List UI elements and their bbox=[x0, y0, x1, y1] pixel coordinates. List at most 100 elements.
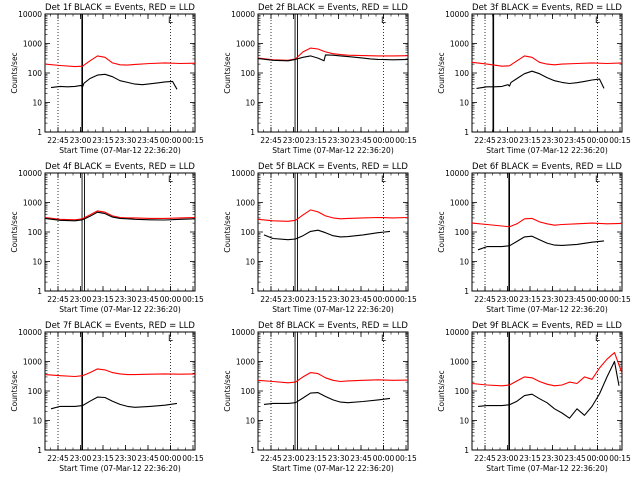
x-tick-label: 22:45 bbox=[474, 454, 496, 463]
series-lld-line bbox=[471, 55, 623, 67]
x-axis-label: Start Time (07-Mar-12 22:36:20) bbox=[486, 464, 608, 473]
x-tick-label: 00:15 bbox=[609, 295, 631, 304]
x-tick-label: 00:00 bbox=[160, 295, 182, 304]
corner-marker: L bbox=[168, 16, 173, 26]
y-tick-label: 1 bbox=[37, 128, 42, 137]
x-tick-label: 00:15 bbox=[609, 136, 631, 145]
panel-title: Det 7f BLACK = Events, RED = LLD bbox=[45, 321, 195, 331]
corner-marker: L bbox=[381, 16, 386, 26]
y-tick-label: 1 bbox=[464, 128, 469, 137]
x-axis-label: Start Time (07-Mar-12 22:36:20) bbox=[272, 146, 394, 155]
plot-frame bbox=[471, 172, 623, 292]
panel-title: Det 2f BLACK = Events, RED = LLD bbox=[258, 3, 408, 13]
y-tick-label: 10 bbox=[245, 99, 255, 108]
x-tick-label: 23:15 bbox=[519, 454, 541, 463]
series-events-line bbox=[50, 396, 178, 410]
x-tick-label: 00:00 bbox=[373, 295, 395, 304]
y-tick-label: 10 bbox=[245, 417, 255, 426]
x-tick-label: 00:15 bbox=[182, 454, 204, 463]
series-lld-line bbox=[471, 217, 623, 228]
y-tick-label: 100 bbox=[28, 387, 43, 396]
y-tick-label: 10000 bbox=[445, 328, 469, 337]
corner-marker: L bbox=[595, 175, 600, 185]
panel-9: Det 9f BLACK = Events, RED = LLD 1 10 100 10… bbox=[437, 321, 631, 473]
y-tick-label: 100 bbox=[455, 228, 470, 237]
panel-4: Det 4f BLACK = Events, RED = LLD 1 10 100 10… bbox=[10, 162, 204, 314]
y-tick-label: 10 bbox=[459, 417, 469, 426]
y-tick-label: 1000 bbox=[23, 199, 42, 208]
y-tick-label: 10000 bbox=[445, 169, 469, 178]
y-tick-label: 10000 bbox=[231, 10, 255, 19]
x-tick-label: 23:30 bbox=[542, 454, 564, 463]
y-axis-label: Counts/sec bbox=[223, 211, 232, 252]
x-tick-label: 00:00 bbox=[160, 454, 182, 463]
x-tick-label: 23:15 bbox=[305, 136, 327, 145]
y-tick-label: 10 bbox=[245, 258, 255, 267]
panel-title: Det 3f BLACK = Events, RED = LLD bbox=[472, 3, 622, 13]
y-axis-label: Counts/sec bbox=[10, 52, 19, 93]
series-lld-line bbox=[257, 209, 409, 222]
x-tick-label: 23:00 bbox=[283, 136, 305, 145]
x-tick-label: 23:30 bbox=[328, 454, 350, 463]
panel-title: Det 5f BLACK = Events, RED = LLD bbox=[258, 162, 408, 172]
y-axis-label: Counts/sec bbox=[223, 370, 232, 411]
x-tick-label: 23:45 bbox=[350, 295, 372, 304]
y-tick-label: 1000 bbox=[450, 358, 469, 367]
y-tick-label: 1 bbox=[37, 446, 42, 455]
x-tick-label: 23:15 bbox=[305, 454, 327, 463]
y-tick-label: 100 bbox=[241, 228, 256, 237]
series-lld-line bbox=[257, 47, 409, 61]
x-tick-label: 23:30 bbox=[328, 136, 350, 145]
series-lld-line bbox=[471, 352, 623, 387]
x-axis-label: Start Time (07-Mar-12 22:36:20) bbox=[486, 305, 608, 314]
y-tick-label: 1 bbox=[464, 287, 469, 296]
y-axis-label: Counts/sec bbox=[437, 52, 446, 93]
x-tick-label: 22:45 bbox=[260, 454, 282, 463]
x-axis-label: Start Time (07-Mar-12 22:36:20) bbox=[59, 146, 181, 155]
y-tick-label: 10 bbox=[459, 258, 469, 267]
panel-2: Det 2f BLACK = Events, RED = LLD 1 10 100 10… bbox=[223, 3, 417, 155]
x-tick-label: 22:45 bbox=[260, 295, 282, 304]
y-axis-label: Counts/sec bbox=[10, 211, 19, 252]
plot-frame bbox=[471, 331, 623, 451]
series-events-line bbox=[477, 360, 620, 419]
x-tick-label: 23:45 bbox=[137, 295, 159, 304]
y-tick-label: 1000 bbox=[450, 199, 469, 208]
x-tick-label: 22:45 bbox=[260, 136, 282, 145]
series-events-line bbox=[257, 54, 409, 62]
x-tick-label: 23:15 bbox=[519, 295, 541, 304]
series-events-line bbox=[50, 73, 178, 90]
y-tick-label: 1 bbox=[464, 446, 469, 455]
series-lld-line bbox=[44, 55, 196, 68]
plot-frame bbox=[471, 13, 623, 133]
x-tick-label: 23:00 bbox=[70, 136, 92, 145]
x-tick-label: 23:00 bbox=[283, 454, 305, 463]
x-tick-label: 00:15 bbox=[182, 136, 204, 145]
x-tick-label: 23:15 bbox=[92, 136, 114, 145]
y-tick-label: 1000 bbox=[236, 40, 255, 49]
plot-frame bbox=[44, 331, 196, 451]
corner-marker: L bbox=[168, 334, 173, 344]
y-tick-label: 100 bbox=[28, 69, 43, 78]
corner-marker: L bbox=[381, 175, 386, 185]
x-tick-label: 23:15 bbox=[305, 295, 327, 304]
y-tick-label: 100 bbox=[241, 387, 256, 396]
x-tick-label: 23:45 bbox=[564, 136, 586, 145]
corner-marker: L bbox=[168, 175, 173, 185]
x-tick-label: 23:00 bbox=[70, 295, 92, 304]
x-tick-label: 23:30 bbox=[115, 295, 137, 304]
x-tick-label: 23:15 bbox=[92, 454, 114, 463]
series-events-line bbox=[263, 392, 391, 405]
x-tick-label: 22:45 bbox=[47, 136, 69, 145]
y-tick-label: 1000 bbox=[23, 40, 42, 49]
panel-title: Det 9f BLACK = Events, RED = LLD bbox=[472, 321, 622, 331]
x-axis-label: Start Time (07-Mar-12 22:36:20) bbox=[59, 464, 181, 473]
x-axis-label: Start Time (07-Mar-12 22:36:20) bbox=[59, 305, 181, 314]
x-tick-label: 00:00 bbox=[587, 454, 609, 463]
series-lld-line bbox=[44, 210, 196, 221]
x-tick-label: 23:00 bbox=[283, 295, 305, 304]
y-tick-label: 100 bbox=[455, 387, 470, 396]
y-axis-label: Counts/sec bbox=[437, 370, 446, 411]
x-tick-label: 23:45 bbox=[350, 454, 372, 463]
